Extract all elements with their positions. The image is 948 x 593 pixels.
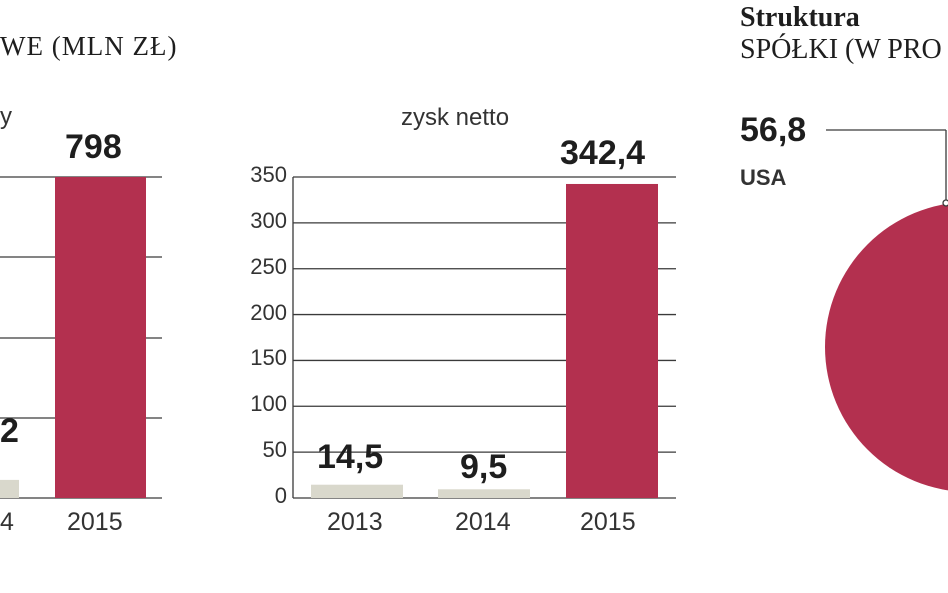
chart2-data-label-1: 9,5 bbox=[460, 448, 508, 486]
right-section-title-line2: SPÓŁKI (W PRO bbox=[740, 34, 942, 65]
chart2-ytick-label: 150 bbox=[250, 345, 287, 371]
chart1-data-label-0: 2 bbox=[0, 412, 19, 450]
chart2-ytick-label: 350 bbox=[250, 162, 287, 187]
chart1-category-0: 4 bbox=[0, 508, 14, 536]
chart2-ytick-label: 300 bbox=[250, 207, 287, 233]
chart2-bar-1 bbox=[438, 489, 530, 498]
chart2-ytick-label: 200 bbox=[250, 299, 287, 325]
chart2-data-label-0: 14,5 bbox=[317, 438, 384, 476]
chart1-category-1: 2015 bbox=[67, 508, 123, 536]
pie-slice-label: USA bbox=[740, 165, 787, 190]
chart2-ytick-label: 250 bbox=[250, 253, 287, 279]
pie-value-label: 56,8 bbox=[740, 111, 807, 149]
chart1-data-label-1: 798 bbox=[65, 128, 122, 166]
chart2-category-1: 2014 bbox=[455, 508, 511, 536]
pie-slice-usa bbox=[825, 203, 948, 491]
chart1-title-fragment: y bbox=[0, 103, 12, 130]
chart2-category-2: 2015 bbox=[580, 508, 636, 536]
chart2-title: zysk netto bbox=[401, 104, 510, 131]
chart2-ytick-label: 0 bbox=[274, 483, 287, 508]
chart2-ytick-label: 100 bbox=[250, 391, 287, 417]
chart1-bar-0 bbox=[0, 479, 19, 498]
chart2-ytick-label: 50 bbox=[262, 437, 287, 463]
chart2-category-0: 2013 bbox=[327, 508, 383, 536]
left-section-title: WE (MLN ZŁ) bbox=[0, 31, 178, 61]
chart1-bar-1 bbox=[55, 177, 146, 498]
chart2-data-label-2: 342,4 bbox=[560, 134, 646, 172]
chart2-bar-2 bbox=[566, 183, 658, 499]
right-section-title-line1: Struktura bbox=[740, 2, 860, 33]
pie-leader-dot bbox=[942, 199, 948, 207]
chart2-bar-0 bbox=[311, 484, 403, 498]
